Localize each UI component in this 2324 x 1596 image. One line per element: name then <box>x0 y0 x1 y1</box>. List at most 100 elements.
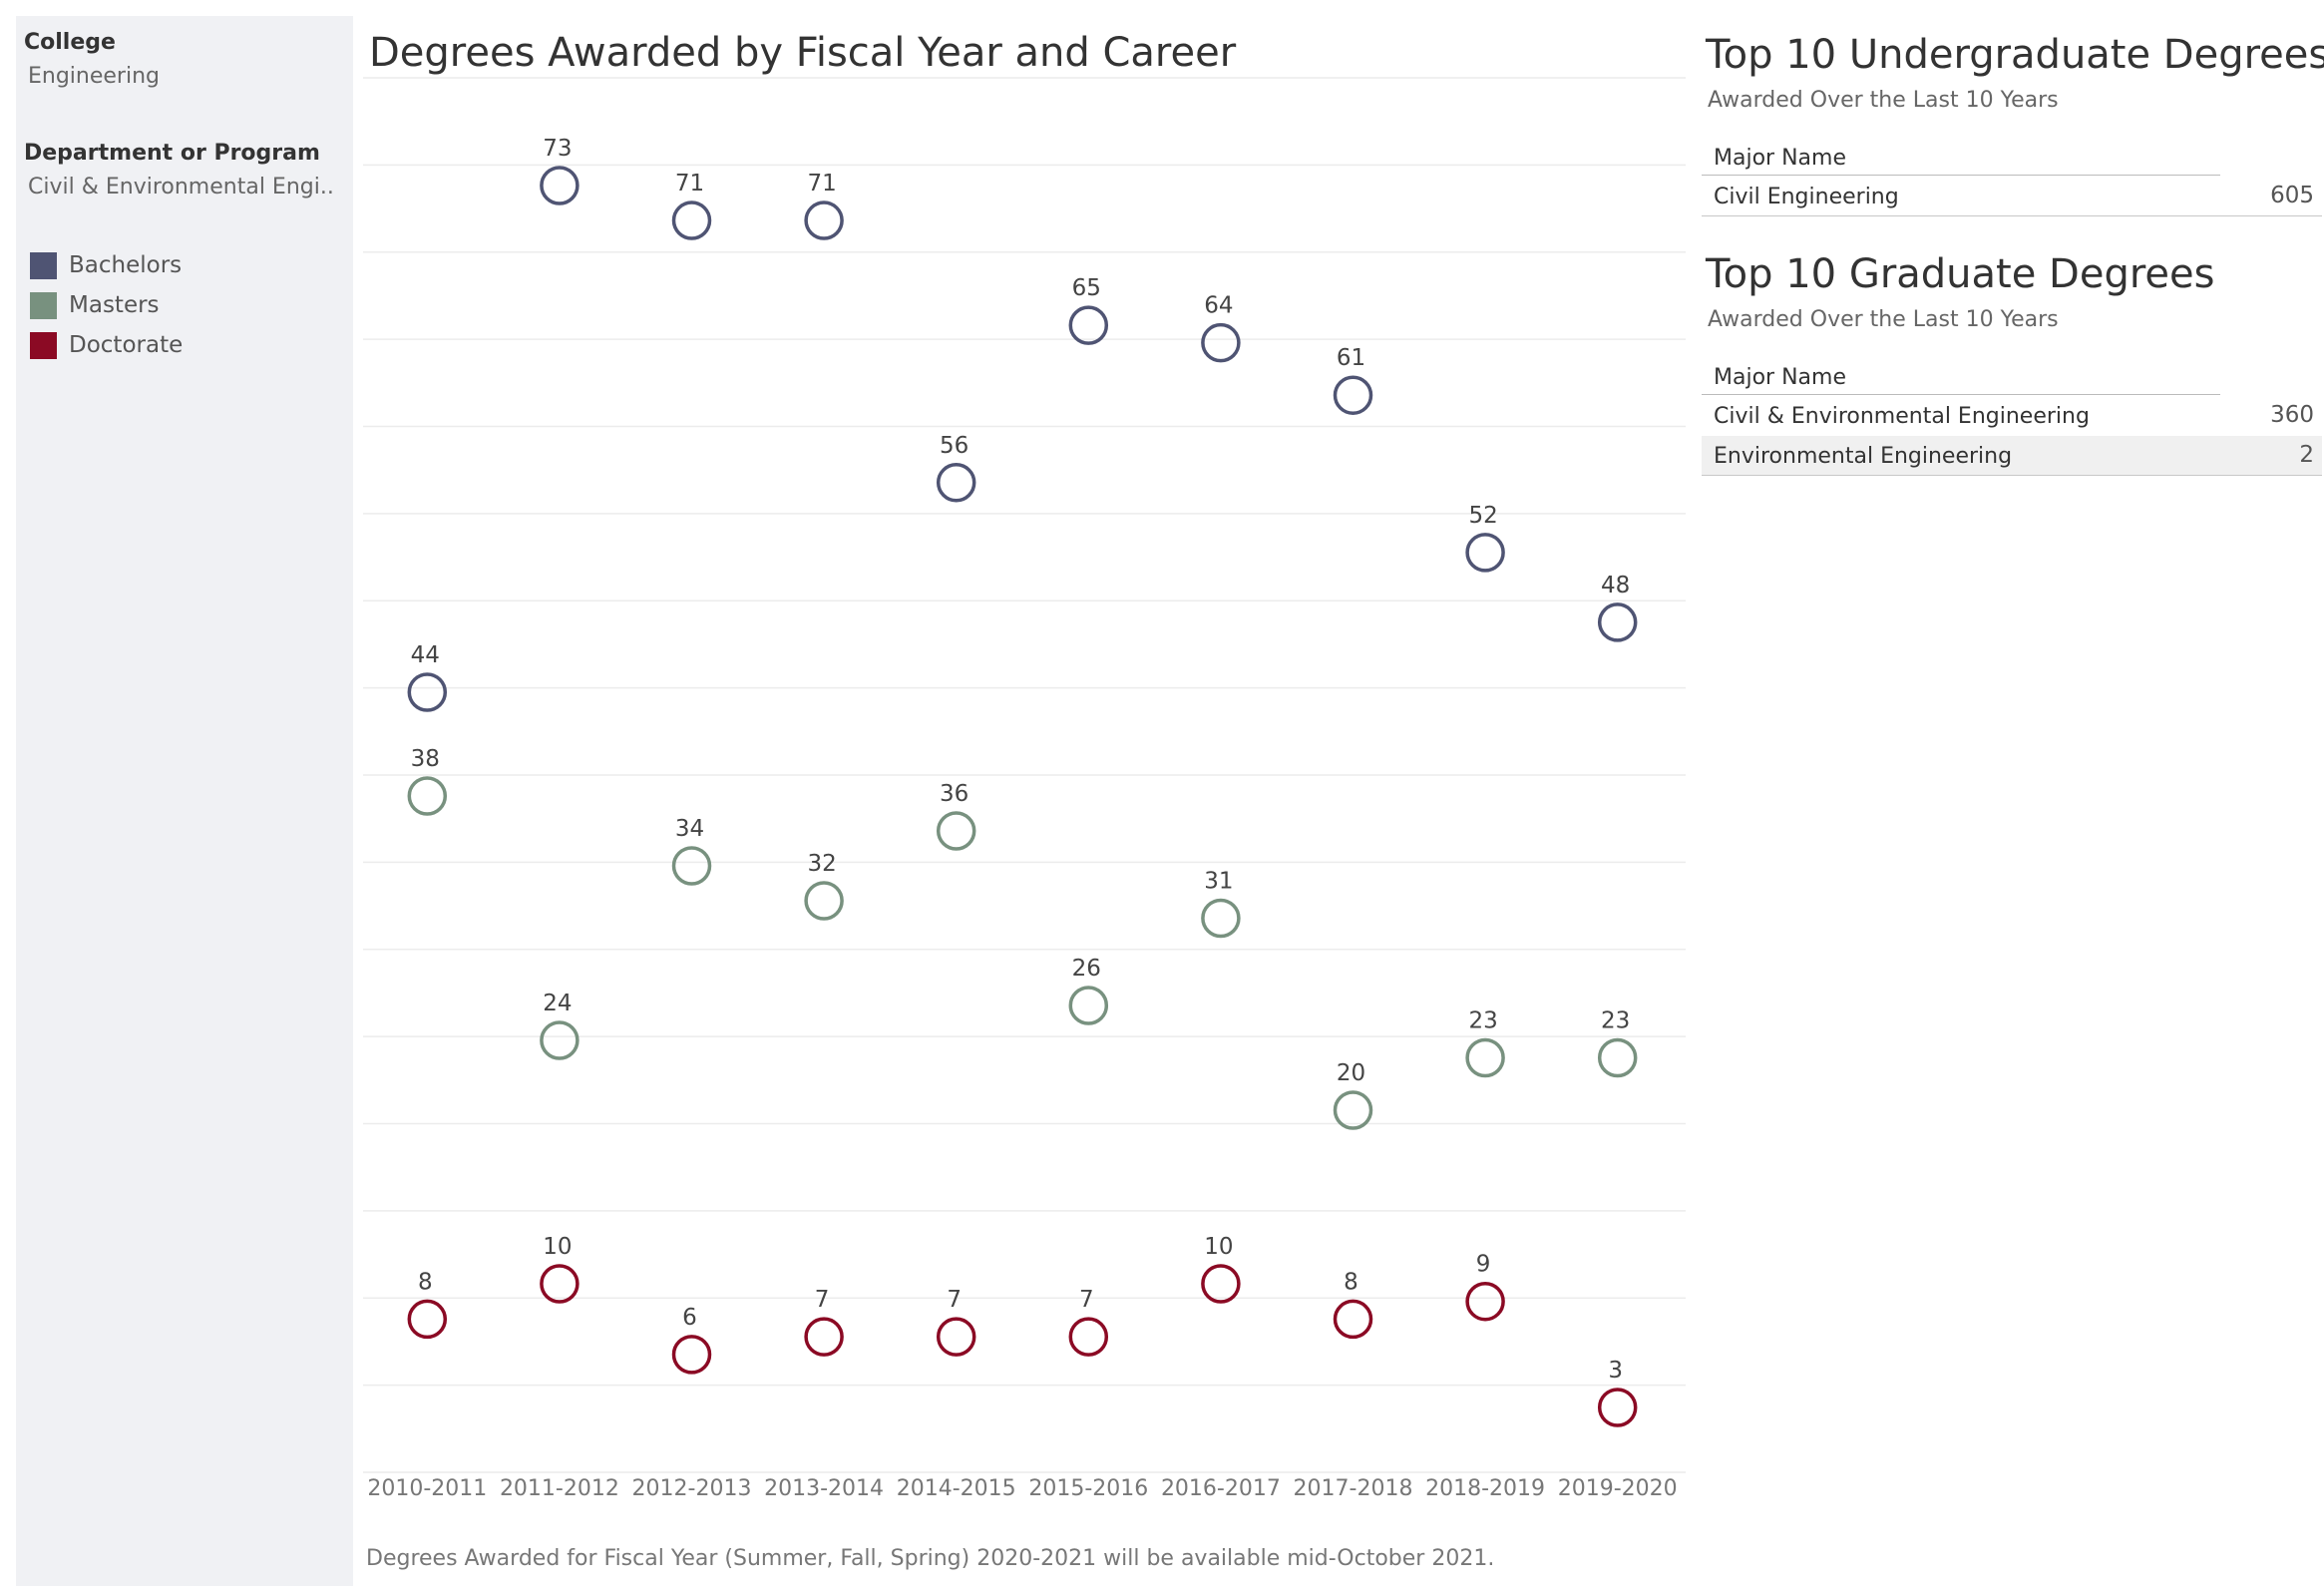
x-tick-label: 2012-2013 <box>632 1476 752 1501</box>
data-point-masters <box>1068 986 1109 1025</box>
table-row[interactable]: Civil Engineering 605 <box>1702 177 2322 216</box>
data-point-bachelors <box>804 200 844 240</box>
data-point-doctorate <box>671 1335 712 1375</box>
undergrad-panel-subtitle: Awarded Over the Last 10 Years <box>1708 88 2059 113</box>
degree-count-cell: 360 <box>2270 402 2314 428</box>
data-label: 23 <box>1601 1008 1630 1034</box>
data-point-masters <box>804 881 844 921</box>
degree-count-cell: 605 <box>2270 183 2314 208</box>
department-filter-label: Department or Program <box>24 141 320 166</box>
chart-footnote: Degrees Awarded for Fiscal Year (Summer,… <box>366 1546 1495 1571</box>
data-label: 71 <box>675 171 704 197</box>
data-point-doctorate <box>1201 1264 1241 1304</box>
data-label: 65 <box>1072 275 1101 301</box>
x-tick-label: 2016-2017 <box>1161 1476 1281 1501</box>
row-divider <box>1702 215 2322 216</box>
data-point-masters <box>671 846 712 886</box>
data-label: 32 <box>807 851 836 877</box>
data-label: 24 <box>543 991 572 1016</box>
legend-item-masters[interactable]: Masters <box>30 290 160 320</box>
data-label: 52 <box>1468 503 1497 529</box>
data-point-doctorate <box>1068 1317 1109 1357</box>
chart-title: Degrees Awarded by Fiscal Year and Caree… <box>369 30 1237 76</box>
college-filter-label: College <box>24 30 116 55</box>
data-point-doctorate <box>804 1317 844 1357</box>
data-label: 7 <box>1079 1287 1094 1313</box>
graduate-header-rule <box>1702 394 2220 395</box>
major-name-cell: Civil Engineering <box>1714 185 1899 209</box>
undergrad-table-header: Major Name <box>1714 146 1846 171</box>
data-point-masters <box>1465 1037 1505 1078</box>
data-label: 44 <box>411 642 440 668</box>
data-point-bachelors <box>936 463 976 503</box>
data-label: 10 <box>1204 1234 1233 1260</box>
undergrad-panel-title: Top 10 Undergraduate Degrees <box>1706 32 2324 78</box>
degree-count-cell: 2 <box>2299 442 2314 468</box>
data-point-masters <box>936 811 976 851</box>
major-name-cell: Environmental Engineering <box>1714 444 2013 469</box>
data-label: 31 <box>1204 869 1233 895</box>
x-tick-label: 2019-2020 <box>1558 1476 1678 1501</box>
table-row[interactable]: Environmental Engineering 2 <box>1702 436 2322 476</box>
legend-label: Masters <box>69 292 160 318</box>
graduate-panel-title: Top 10 Graduate Degrees <box>1706 251 2215 297</box>
major-name-cell: Civil & Environmental Engineering <box>1714 404 2090 429</box>
data-label: 26 <box>1072 956 1101 982</box>
data-label: 8 <box>418 1269 433 1295</box>
data-label: 48 <box>1601 573 1630 598</box>
data-label: 34 <box>675 816 704 842</box>
data-label: 73 <box>543 136 572 162</box>
data-point-bachelors <box>540 166 580 205</box>
data-point-doctorate <box>936 1317 976 1357</box>
data-point-doctorate <box>1465 1281 1505 1322</box>
table-row[interactable]: Civil & Environmental Engineering 360 <box>1702 396 2322 436</box>
x-tick-label: 2014-2015 <box>897 1476 1016 1501</box>
x-tick-label: 2010-2011 <box>367 1476 487 1501</box>
data-label: 10 <box>543 1234 572 1260</box>
data-label: 64 <box>1204 293 1233 319</box>
legend-item-doctorate[interactable]: Doctorate <box>30 330 183 360</box>
data-point-doctorate <box>1333 1299 1373 1340</box>
x-tick-label: 2015-2016 <box>1028 1476 1148 1501</box>
data-point-bachelors <box>1068 305 1109 345</box>
department-filter-value[interactable]: Civil & Environmental Engi.. <box>28 175 334 200</box>
data-point-bachelors <box>1597 602 1638 642</box>
x-tick-label: 2011-2012 <box>500 1476 619 1501</box>
data-point-bachelors <box>671 200 712 240</box>
data-point-doctorate <box>407 1299 448 1340</box>
legend-item-bachelors[interactable]: Bachelors <box>30 250 182 280</box>
data-label: 56 <box>940 433 968 459</box>
graduate-table-header: Major Name <box>1714 365 1846 390</box>
data-label: 20 <box>1337 1060 1365 1086</box>
data-label: 61 <box>1337 345 1365 371</box>
data-point-bachelors <box>1465 533 1505 573</box>
data-label: 38 <box>411 746 440 772</box>
filter-sidebar: College Engineering Department or Progra… <box>16 16 353 1586</box>
data-label: 7 <box>815 1287 830 1313</box>
data-point-masters <box>1597 1037 1638 1078</box>
legend-swatch-doctorate <box>30 331 57 359</box>
graduate-panel-subtitle: Awarded Over the Last 10 Years <box>1708 307 2059 332</box>
data-label: 9 <box>1476 1252 1491 1278</box>
x-tick-label: 2017-2018 <box>1294 1476 1413 1501</box>
data-point-bachelors <box>1333 375 1373 415</box>
data-point-masters <box>540 1020 580 1060</box>
legend-label: Doctorate <box>69 332 184 358</box>
undergrad-header-rule <box>1702 175 2220 176</box>
data-point-masters <box>1201 898 1241 939</box>
data-point-bachelors <box>1201 322 1241 363</box>
x-tick-label: 2018-2019 <box>1425 1476 1545 1501</box>
data-label: 6 <box>682 1305 697 1331</box>
data-point-masters <box>1333 1090 1373 1130</box>
data-point-masters <box>407 776 448 816</box>
data-point-doctorate <box>1597 1388 1638 1427</box>
degrees-scatter-chart: 2010-2011 2011-2012 2012-2013 2013-2014 2014… <box>363 77 1686 1501</box>
data-label: 8 <box>1344 1269 1358 1295</box>
data-label: 23 <box>1468 1008 1497 1034</box>
data-point-doctorate <box>540 1264 580 1304</box>
row-divider <box>1702 475 2322 476</box>
legend-swatch-masters <box>30 291 57 319</box>
x-tick-label: 2013-2014 <box>764 1476 884 1501</box>
college-filter-value[interactable]: Engineering <box>28 64 160 89</box>
legend-swatch-bachelors <box>30 251 57 279</box>
